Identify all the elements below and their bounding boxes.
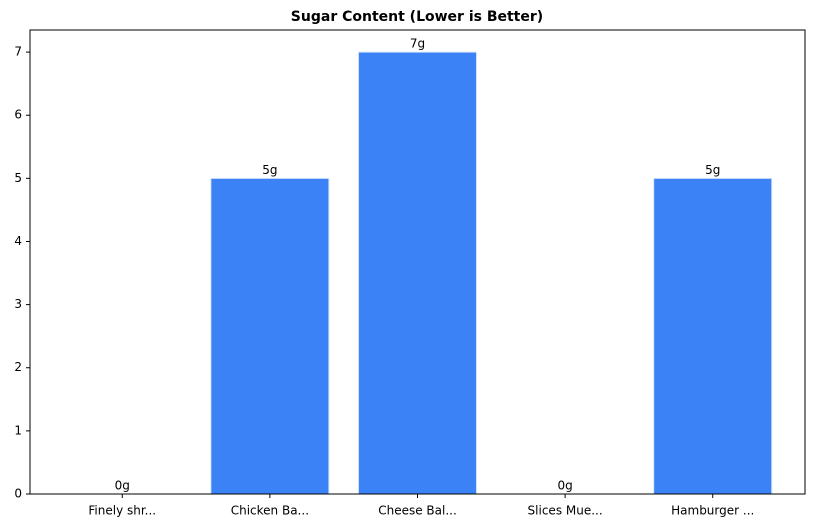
y-tick-label: 7	[14, 45, 22, 59]
bar	[357, 51, 478, 495]
chart-title: Sugar Content (Lower is Better)	[291, 9, 543, 25]
bar	[653, 177, 773, 495]
x-tick-label: Cheese Bal...	[378, 504, 457, 518]
x-tick-label: Hamburger ...	[671, 504, 754, 518]
y-tick-label: 1	[14, 423, 22, 437]
value-label: 0g	[115, 479, 130, 493]
x-tick-label: Slices Mue...	[528, 504, 603, 518]
x-tick-label: Finely shr...	[88, 504, 156, 518]
y-tick-label: 4	[14, 234, 22, 248]
plot-frame	[29, 29, 806, 495]
value-label: 5g	[705, 163, 720, 177]
y-tick-label: 3	[14, 297, 22, 311]
y-tick-label: 6	[14, 108, 22, 122]
value-label: 5g	[262, 163, 277, 177]
y-tick-label: 5	[14, 171, 22, 185]
x-tick-label: Chicken Ba...	[231, 504, 309, 518]
value-label: 7g	[410, 37, 425, 51]
y-tick-label: 2	[14, 360, 22, 374]
value-label: 0g	[557, 479, 572, 493]
y-tick-label: 0	[14, 487, 22, 501]
bar	[210, 177, 330, 495]
